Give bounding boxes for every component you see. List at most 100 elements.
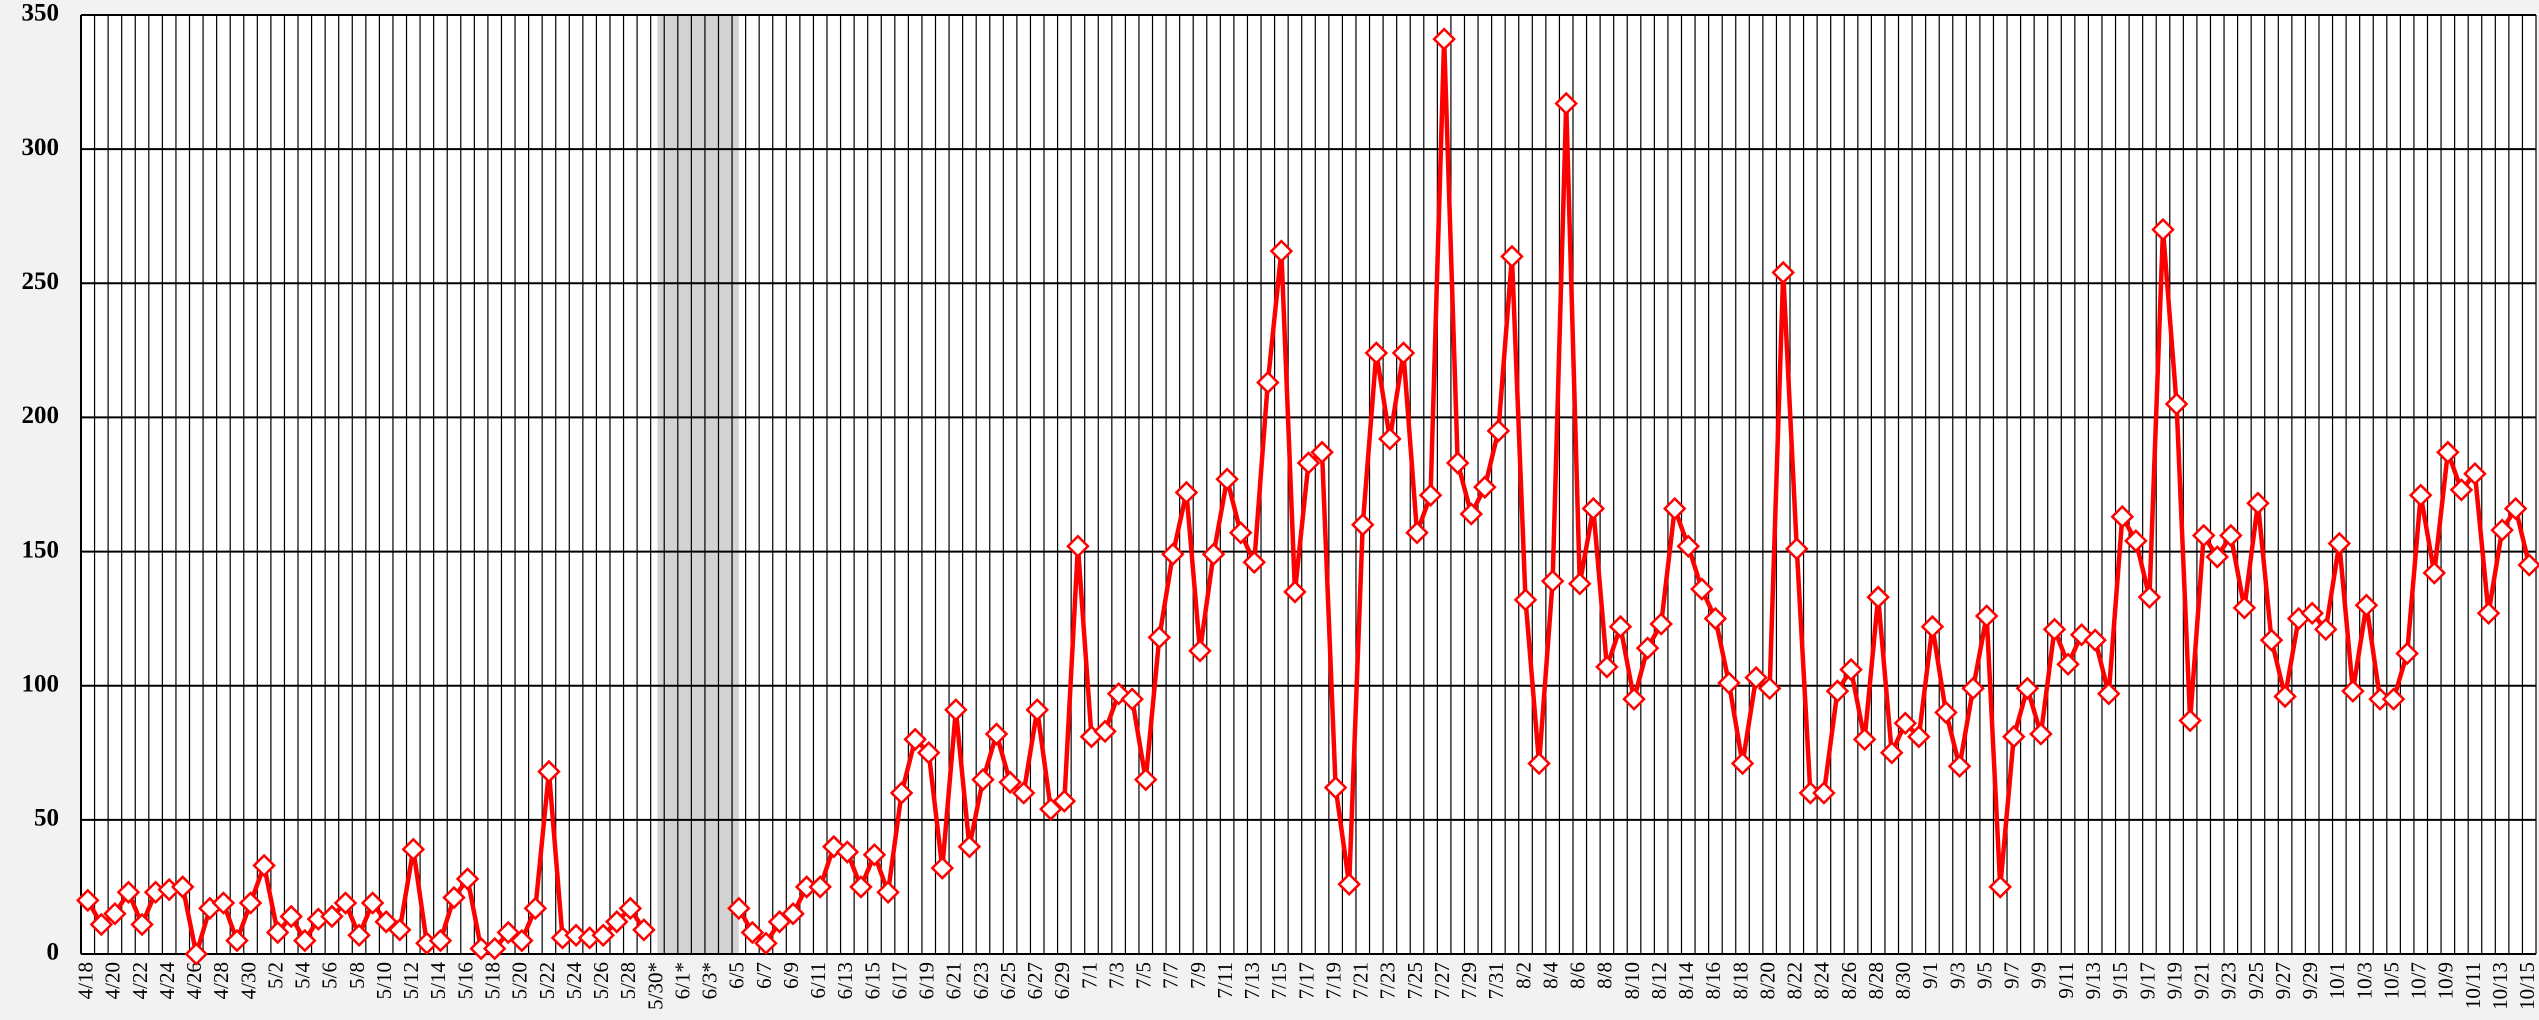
data-point [2137,585,2162,609]
x-tick-label: 8/22 [1783,962,1807,999]
x-tick-label: 5/28 [616,962,640,999]
x-tick-label: 10/7 [2407,962,2431,999]
x-tick-label: 10/3 [2352,962,2376,999]
x-tick-label: 4/30 [236,962,260,999]
data-point [1283,580,1307,604]
data-point [808,875,832,899]
data-point [903,727,927,752]
data-point [1622,687,1646,711]
y-tick-label: 350 [22,0,60,27]
data-point [2300,601,2324,626]
x-tick-label: 7/19 [1321,962,1345,999]
data-point [1893,711,1918,736]
data-point [1378,427,1402,451]
data-point [2219,523,2243,548]
x-tick-label: 5/26 [589,962,613,999]
data-point [1649,612,1673,636]
data-point [740,920,765,945]
data-point [998,770,1022,795]
x-tick-label: 8/26 [1837,962,1861,999]
x-tick-label: 7/27 [1430,962,1454,999]
y-tick-label: 50 [34,805,59,832]
x-tick-label: 7/15 [1267,962,1291,999]
data-point [1907,724,1931,749]
x-tick-label: 4/26 [182,962,206,999]
data-point [1527,751,1551,776]
data-point [455,867,480,891]
data-point [1595,655,1619,679]
data-point [1161,542,1185,567]
data-point [225,928,249,953]
data-point [482,936,507,961]
x-tick-label: 5/16 [453,962,477,999]
data-point [1188,639,1212,663]
data-point [1961,676,1985,701]
data-point [320,904,344,929]
x-tick-label: 9/19 [2162,962,2186,999]
data-point [238,891,263,915]
x-tick-label: 8/30 [1891,962,1915,999]
x-tick-label: 8/10 [1620,962,1644,999]
data-point [1866,585,1890,609]
data-point [2422,561,2447,585]
x-tick-label: 6/9 [779,962,803,989]
data-point [916,741,941,765]
x-tick-label: 9/5 [1972,962,1996,989]
x-tick-label: 10/15 [2515,962,2539,1010]
x-tick-label: 9/25 [2244,962,2268,999]
x-tick-label: 9/13 [2081,962,2105,999]
x-tick-label: 8/2 [1511,962,1535,989]
x-tick-label: 5/8 [345,962,369,989]
x-tick-label: 7/25 [1403,962,1427,999]
data-point [279,904,304,929]
x-tick-label: 7/23 [1376,962,1400,999]
data-point [1690,577,1714,601]
x-tick-label: 4/18 [74,962,98,999]
data-point [930,856,955,880]
x-tick-label: 6/23 [969,962,993,999]
x-tick-label: 9/7 [2000,962,2024,989]
data-point [781,901,805,926]
data-point [1391,341,1416,365]
x-tick-label: 5/30* [643,962,667,1010]
data-point [2408,483,2433,507]
data-point [984,722,1009,746]
x-tick-label: 6/7 [752,962,776,989]
x-tick-label: 7/17 [1294,962,1318,999]
data-point [2110,504,2135,529]
data-point [2083,628,2107,652]
data-point [442,885,466,910]
data-point [510,928,534,953]
y-tick-label: 250 [22,268,60,295]
x-tick-label: 4/20 [101,962,125,999]
data-point [130,912,154,937]
data-point [2056,652,2080,677]
data-point [333,891,358,915]
data-point [2246,491,2270,516]
data-point [1839,657,1863,682]
data-point [374,910,398,934]
x-tick-label: 10/5 [2379,962,2403,999]
x-tick-label: 5/14 [426,962,450,1000]
data-point [971,767,995,792]
x-tick-label: 8/14 [1674,962,1698,1000]
x-tick-label: 9/29 [2298,962,2322,999]
data-point [1432,27,1456,51]
data-point [1635,636,1660,660]
data-point [523,896,548,921]
data-point [1120,687,1144,711]
data-point [252,853,276,878]
x-tick-label: 6/11 [806,962,830,999]
x-tick-label: 7/29 [1457,962,1481,999]
x-tick-label: 9/27 [2271,962,2295,999]
data-point [1703,606,1728,631]
gap-shading [657,15,739,954]
data-point [2436,440,2460,465]
x-tick-label: 4/22 [128,962,152,999]
data-point [537,759,561,784]
x-tick-label: 7/7 [1159,962,1183,989]
data-point [632,918,656,942]
data-point [1418,483,1443,507]
x-tick-label: 8/12 [1647,962,1671,999]
x-tick-label: 8/28 [1864,962,1888,999]
